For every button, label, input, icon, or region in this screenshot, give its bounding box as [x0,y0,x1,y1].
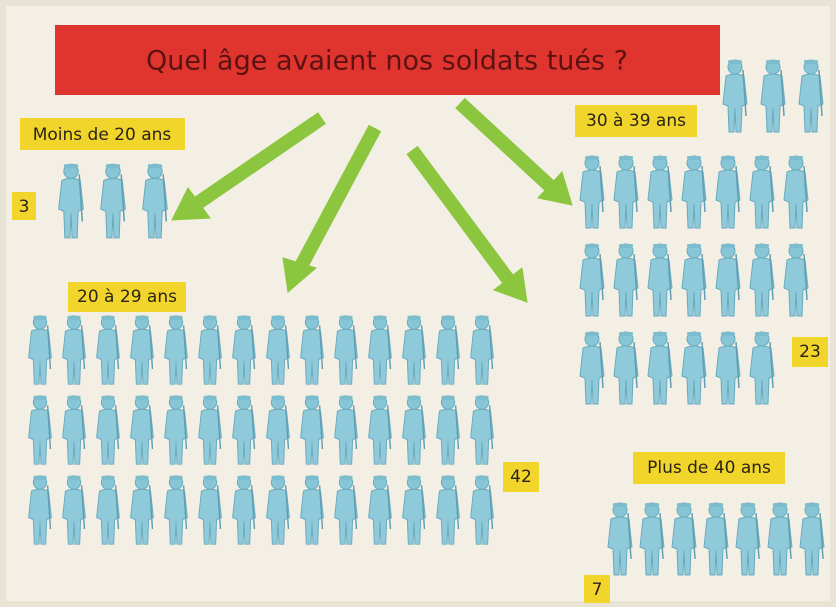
arrow [293,124,382,272]
title: Quel âge avaient nos soldats tués ? [146,46,628,77]
arrow-head [282,257,318,293]
group-label: 30 à 39 ans [586,111,686,131]
label-box [68,282,186,312]
group-count: 7 [592,580,603,600]
count-box [584,575,610,603]
count-box [12,192,36,220]
group-count: 23 [799,342,821,362]
label-box [575,105,697,137]
group-label: 20 à 29 ans [77,287,177,307]
count-box [792,337,828,367]
label-box [633,452,785,484]
count-box [503,462,539,492]
label-box [20,118,185,150]
arrows [171,97,573,303]
group-count: 3 [19,197,30,217]
arrow [406,145,516,287]
title-banner [55,25,720,95]
arrow-head [171,187,211,221]
arrow [455,97,557,194]
group-label: Moins de 20 ans [33,125,172,145]
group-count: 42 [510,467,532,487]
arrow-head [537,171,573,206]
arrow-head [492,267,528,303]
arrow [191,112,326,211]
group-label: Plus de 40 ans [647,458,771,478]
